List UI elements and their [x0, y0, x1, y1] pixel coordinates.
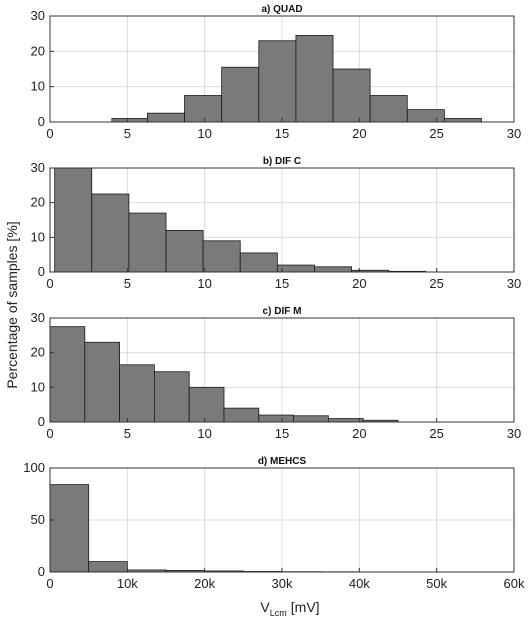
panel-title: b) DIF C	[263, 156, 301, 167]
panel-1: 0 5 10 15 20 25 30 0 10 20 30 a) QUAD	[31, 4, 522, 141]
y-tick-label: 100	[23, 460, 45, 475]
y-tick-label: 30	[31, 160, 45, 175]
histogram-bar	[406, 109, 445, 123]
y-tick-label: 20	[31, 195, 45, 210]
x-tick-label: 15	[275, 276, 289, 291]
x-tick-label: 30k	[272, 576, 293, 591]
histogram-bar	[276, 264, 315, 273]
y-tick-label: 0	[38, 114, 45, 129]
x-axis-label-unit: [mV]	[291, 599, 320, 615]
x-tick-label: 10k	[117, 576, 138, 591]
histogram-bar	[369, 95, 408, 123]
x-tick-label: 10	[197, 426, 211, 441]
x-tick-label: 30	[507, 426, 521, 441]
x-axis-label-main: V	[260, 599, 270, 615]
histogram-bar	[165, 229, 204, 273]
y-tick-label: 0	[38, 264, 45, 279]
histogram-bar	[119, 364, 155, 423]
histogram-bar	[88, 561, 128, 573]
x-tick-label: 15	[275, 426, 289, 441]
histogram-bar	[327, 418, 364, 423]
panel-title: c) DIF M	[263, 306, 302, 317]
y-axis-label: Percentage of samples [%]	[4, 221, 20, 388]
y-tick-label: 0	[38, 564, 45, 579]
x-tick-label: 40k	[349, 576, 370, 591]
y-tick-label: 30	[31, 8, 45, 23]
y-tick-label: 10	[31, 379, 45, 394]
histogram-bar	[54, 167, 93, 273]
panel-4: 0 10k 20k 30k 40k 50k 60k 0 50 100 d) MEHCS	[23, 456, 525, 591]
histogram-bar	[91, 193, 130, 273]
histogram-bar	[147, 112, 185, 123]
x-tick-label: 25	[429, 126, 443, 141]
x-tick-label: 20	[352, 276, 366, 291]
histogram-bar	[188, 386, 225, 423]
histogram-bar	[128, 212, 167, 273]
histogram-bar	[295, 35, 334, 123]
y-tick-label: 20	[31, 345, 45, 360]
x-tick-label: 10	[197, 276, 211, 291]
panel-title: d) MEHCS	[258, 456, 307, 467]
histogram-bar	[111, 118, 148, 123]
histogram-bar	[258, 40, 297, 123]
x-tick-label: 50k	[426, 576, 447, 591]
histogram-bar	[202, 240, 241, 273]
panel-3: 0 5 10 15 20 25 30 0 10 20 30 c) DIF M	[31, 306, 522, 441]
y-tick-label: 30	[31, 310, 45, 325]
x-tick-label: 30	[507, 276, 521, 291]
histogram-bar	[153, 371, 190, 423]
y-tick-label: 10	[31, 229, 45, 244]
x-tick-label: 0	[46, 576, 53, 591]
x-axis-label-sub: Lcm	[270, 608, 287, 618]
x-tick-label: 0	[46, 426, 53, 441]
x-axis-label: VLcm [mV]	[260, 599, 319, 618]
x-tick-label: 0	[46, 126, 53, 141]
histogram-bar	[84, 341, 121, 423]
x-tick-label: 5	[124, 426, 131, 441]
x-tick-label: 5	[124, 126, 131, 141]
histogram-bar	[49, 326, 86, 423]
x-tick-label: 20k	[194, 576, 215, 591]
histogram-bar	[332, 68, 371, 123]
histogram-bar	[239, 252, 278, 273]
histogram-bar	[258, 414, 294, 423]
x-tick-label: 5	[124, 276, 131, 291]
histogram-bar	[184, 95, 223, 123]
y-tick-label: 0	[38, 414, 45, 429]
x-tick-label: 15	[275, 126, 289, 141]
x-tick-label: 60k	[504, 576, 525, 591]
panel-title: a) QUAD	[261, 4, 302, 15]
y-tick-label: 50	[31, 512, 45, 527]
histogram-bar	[49, 484, 90, 573]
x-tick-label: 20	[352, 126, 366, 141]
x-tick-label: 0	[46, 276, 53, 291]
histogram-bar	[221, 66, 260, 123]
x-tick-label: 20	[352, 426, 366, 441]
histogram-bar	[223, 407, 260, 423]
x-tick-label: 30	[507, 126, 521, 141]
x-tick-label: 25	[429, 426, 443, 441]
x-tick-label: 25	[429, 276, 443, 291]
histogram-bar	[293, 415, 329, 423]
histogram-bar	[443, 118, 482, 123]
y-tick-label: 20	[31, 43, 45, 58]
panel-2: 0 5 10 15 20 25 30 0 10 20 30 b) DIF C	[31, 156, 522, 291]
y-tick-label: 10	[31, 79, 45, 94]
histogram-bar	[314, 266, 353, 273]
x-tick-label: 10	[197, 126, 211, 141]
